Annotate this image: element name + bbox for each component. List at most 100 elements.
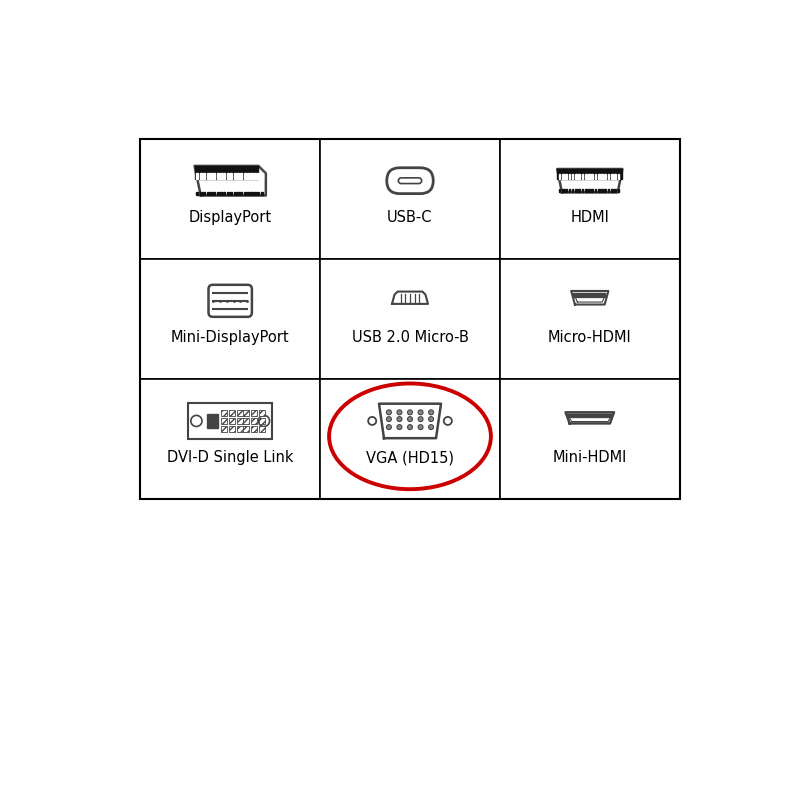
Polygon shape	[571, 291, 609, 305]
Polygon shape	[608, 190, 610, 193]
Bar	[238, 426, 243, 432]
Text: Mini-DisplayPort: Mini-DisplayPort	[171, 330, 290, 346]
Circle shape	[386, 425, 391, 430]
Polygon shape	[575, 174, 577, 179]
Polygon shape	[207, 414, 218, 428]
Polygon shape	[569, 174, 570, 179]
Polygon shape	[227, 174, 229, 179]
Polygon shape	[608, 174, 610, 179]
Polygon shape	[591, 174, 593, 179]
Bar	[320, 379, 500, 499]
Polygon shape	[234, 174, 236, 179]
Bar	[238, 418, 243, 424]
Polygon shape	[558, 174, 561, 179]
Polygon shape	[570, 414, 572, 417]
Polygon shape	[247, 174, 249, 179]
Bar	[222, 426, 227, 432]
Polygon shape	[598, 190, 599, 193]
Polygon shape	[254, 192, 256, 195]
Polygon shape	[603, 414, 605, 417]
Circle shape	[444, 417, 452, 425]
Polygon shape	[194, 166, 258, 179]
Polygon shape	[562, 190, 564, 193]
Polygon shape	[579, 414, 581, 417]
Polygon shape	[220, 174, 222, 179]
Bar	[243, 410, 249, 416]
Polygon shape	[203, 192, 205, 195]
Polygon shape	[206, 192, 209, 195]
Polygon shape	[230, 192, 232, 195]
Polygon shape	[585, 174, 586, 179]
Bar	[251, 418, 257, 424]
Polygon shape	[240, 192, 242, 195]
Polygon shape	[194, 166, 266, 195]
Polygon shape	[558, 169, 622, 179]
Polygon shape	[558, 190, 561, 193]
Polygon shape	[562, 174, 564, 179]
Polygon shape	[244, 192, 246, 195]
Text: USB-C: USB-C	[387, 210, 433, 225]
Polygon shape	[611, 174, 613, 179]
Polygon shape	[566, 174, 567, 179]
Bar	[222, 410, 227, 416]
Bar	[230, 418, 235, 424]
Polygon shape	[254, 174, 256, 179]
Polygon shape	[575, 190, 577, 193]
Polygon shape	[223, 174, 226, 179]
Circle shape	[407, 417, 413, 422]
Polygon shape	[582, 294, 584, 297]
Polygon shape	[601, 294, 602, 297]
Bar	[500, 259, 680, 379]
Polygon shape	[594, 294, 596, 297]
FancyBboxPatch shape	[398, 178, 422, 183]
Circle shape	[386, 410, 391, 414]
Bar	[259, 410, 266, 416]
Polygon shape	[579, 294, 581, 297]
FancyBboxPatch shape	[386, 168, 434, 194]
Polygon shape	[379, 404, 441, 438]
Polygon shape	[585, 190, 586, 193]
Circle shape	[418, 425, 423, 430]
Polygon shape	[558, 169, 622, 193]
Circle shape	[258, 415, 270, 426]
Polygon shape	[217, 192, 218, 195]
Polygon shape	[261, 192, 262, 195]
Polygon shape	[214, 192, 215, 195]
Polygon shape	[197, 192, 198, 195]
Bar	[500, 139, 680, 259]
Polygon shape	[606, 414, 608, 417]
Circle shape	[407, 425, 413, 430]
Circle shape	[407, 410, 413, 414]
Bar	[140, 379, 320, 499]
Polygon shape	[250, 174, 253, 179]
Polygon shape	[203, 174, 205, 179]
Polygon shape	[594, 174, 596, 179]
Polygon shape	[614, 174, 616, 179]
Text: HDMI: HDMI	[570, 210, 610, 225]
Bar	[320, 259, 500, 379]
Bar	[320, 139, 500, 259]
Polygon shape	[572, 190, 574, 193]
Text: USB 2.0 Micro-B: USB 2.0 Micro-B	[351, 330, 469, 346]
Polygon shape	[594, 190, 596, 193]
Polygon shape	[258, 192, 259, 195]
Polygon shape	[220, 192, 222, 195]
Polygon shape	[244, 174, 246, 179]
Circle shape	[429, 410, 434, 414]
Polygon shape	[200, 192, 202, 195]
Polygon shape	[214, 174, 215, 179]
Polygon shape	[576, 294, 578, 297]
Polygon shape	[618, 174, 619, 179]
Bar	[140, 259, 320, 379]
Polygon shape	[602, 190, 603, 193]
Polygon shape	[197, 174, 198, 179]
Bar	[251, 426, 257, 432]
Polygon shape	[566, 190, 567, 193]
Polygon shape	[392, 291, 428, 304]
FancyBboxPatch shape	[209, 285, 252, 317]
Polygon shape	[261, 174, 262, 179]
Circle shape	[397, 425, 402, 430]
Polygon shape	[591, 414, 593, 417]
Polygon shape	[582, 414, 584, 417]
Polygon shape	[227, 192, 229, 195]
